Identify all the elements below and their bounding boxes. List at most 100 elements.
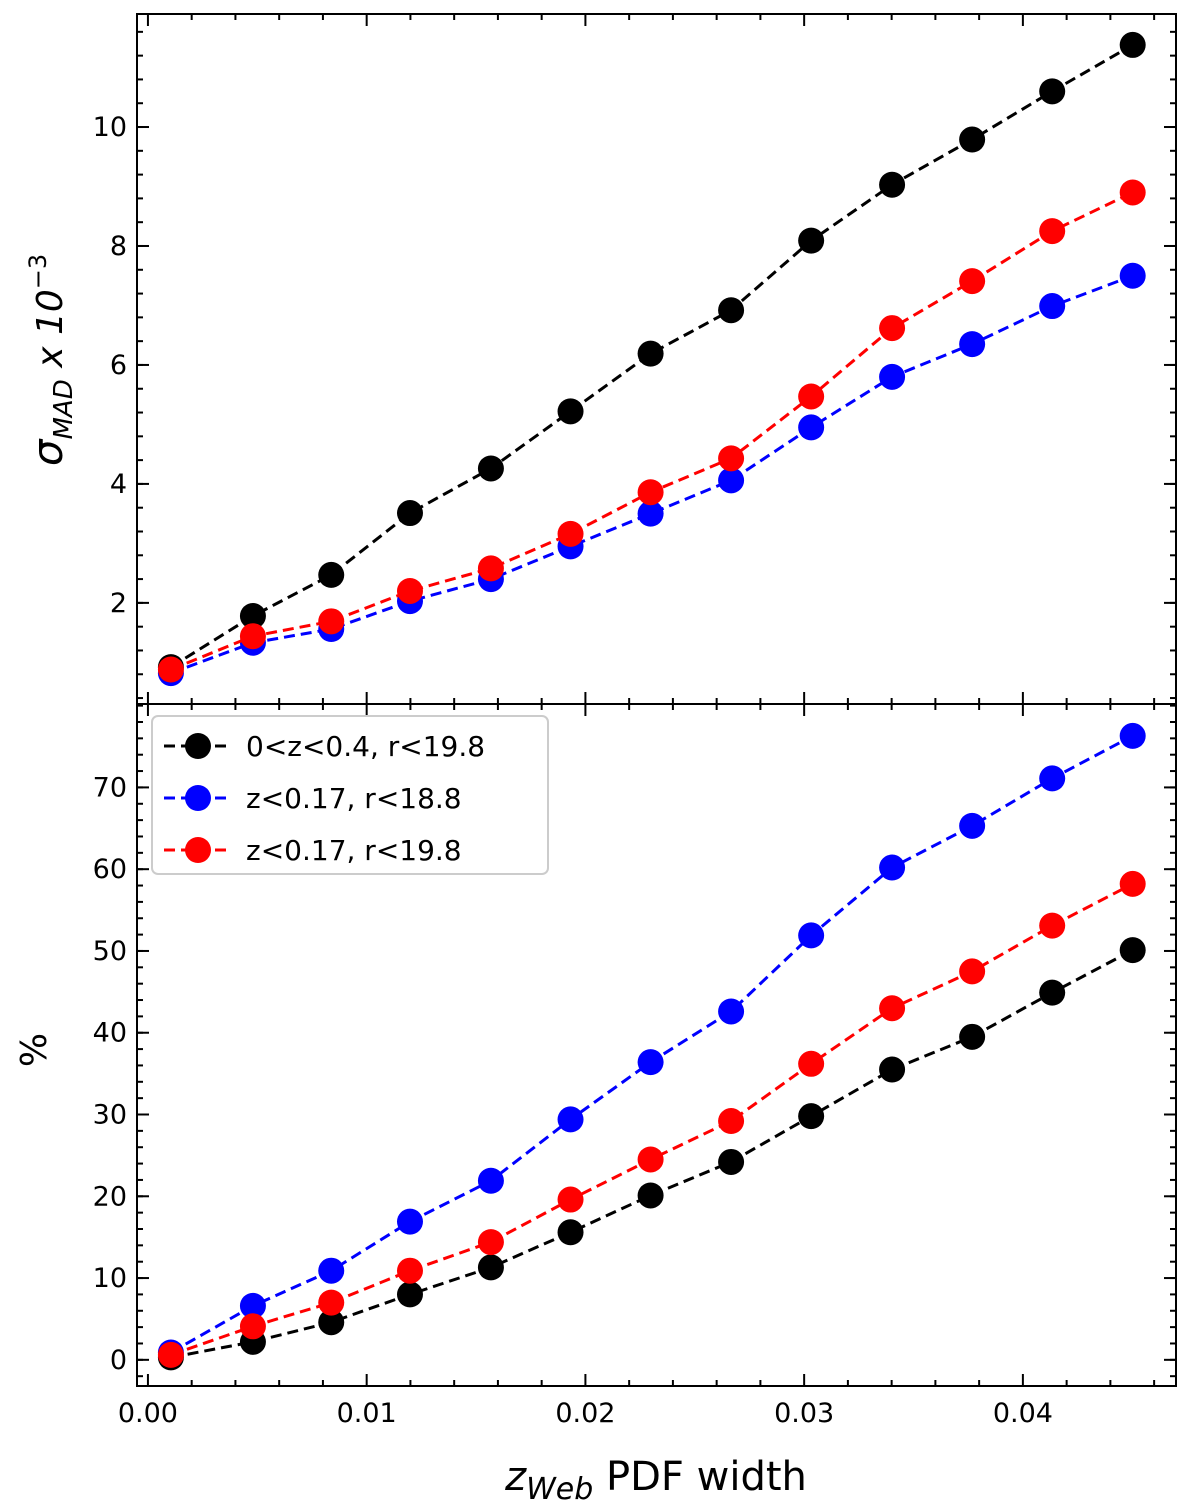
data-point [1039,218,1066,245]
data-point [718,1148,745,1175]
data-point [959,268,986,295]
data-point [718,1108,745,1135]
legend-label: z<0.17, r<19.8 [246,834,462,867]
data-point [637,1146,664,1173]
y-tick-label: 30 [93,1100,127,1131]
data-point [637,1049,664,1076]
data-point [157,1341,184,1368]
y-tick-label: 10 [93,1263,127,1294]
y-tick-label: 4 [110,469,127,500]
data-point [718,998,745,1025]
legend-marker [185,785,211,811]
data-point [718,445,745,472]
data-point [798,1050,825,1077]
data-point [1039,765,1066,792]
data-point [1119,870,1146,897]
bottom-y-axis-label: % [14,1033,55,1067]
y-tick-label: 70 [93,772,127,803]
data-point [1039,912,1066,939]
top-panel-ticks: 2 4 6 8 10 [93,14,1176,704]
x-tick-label: 0.01 [337,1398,397,1429]
y-tick-label: 0 [110,1345,127,1376]
y-tick-label: 20 [93,1181,127,1212]
data-point [239,1292,266,1319]
bottom-panel-series [157,722,1146,1371]
data-point [1039,979,1066,1006]
top-y-axis-label-subscript: MAD [49,379,79,439]
data-point [798,227,825,254]
data-point [396,1208,423,1235]
data-point [879,363,906,390]
legend-box [151,715,549,875]
data-point [318,1309,345,1336]
data-point [318,608,345,635]
data-point [557,398,584,425]
data-point [637,1182,664,1209]
data-point [1039,78,1066,105]
data-point [798,1103,825,1130]
data-point [477,1167,504,1194]
x-axis-label-z: z [504,1454,527,1500]
y-tick-label: 50 [93,936,127,967]
x-axis-label-subscript: Web [526,1472,593,1507]
bottom-panel-ticks: 0.00 0.01 0.02 0.03 0.04 0 10 20 30 40 50 60 70 [93,704,1176,1429]
data-point [959,331,986,358]
data-point [1119,31,1146,58]
data-point [1119,937,1146,964]
data-point [318,561,345,588]
data-point [1119,262,1146,289]
legend-marker [185,733,211,759]
data-point [396,1281,423,1308]
data-point [318,1257,345,1284]
data-point [1039,293,1066,320]
x-axis-label: zWeb PDF width [504,1454,807,1507]
data-point [879,995,906,1022]
data-point [959,1023,986,1050]
data-point [396,1257,423,1284]
top-y-axis-label-sigma: σ [23,438,72,466]
data-point [477,1229,504,1256]
x-tick-label: 0.04 [993,1398,1053,1429]
data-point [239,623,266,650]
data-point [239,602,266,629]
data-point [396,500,423,527]
top-y-axis-label: σMAD x 10−3 [23,254,79,466]
legend-label: 0<z<0.4, r<19.8 [246,730,485,763]
data-point [557,1106,584,1133]
data-point [157,656,184,683]
y-tick-label: 40 [93,1018,127,1049]
data-point [959,812,986,839]
data-point [959,958,986,985]
bottom-panel-frame [136,703,1177,1387]
data-point [477,1254,504,1281]
y-tick-label: 8 [110,231,127,262]
data-point [798,922,825,949]
data-point [1119,722,1146,749]
data-point [477,555,504,582]
data-point [318,1289,345,1316]
data-point [637,479,664,506]
data-point [637,340,664,367]
data-point [557,520,584,547]
y-tick-label: 60 [93,854,127,885]
legend-entries: 0<z<0.4, r<19.8 z<0.17, r<18.8 z<0.17, r<1… [164,730,485,867]
data-point [879,854,906,881]
y-tick-label: 2 [110,588,127,619]
data-point [396,577,423,604]
data-point [637,500,664,527]
y-tick-label: 6 [110,350,127,381]
legend-label: z<0.17, r<18.8 [246,782,462,815]
bottom-panel: 0.00 0.01 0.02 0.03 0.04 0 10 20 30 40 50 60 70 [93,703,1177,1429]
data-point [879,1056,906,1083]
data-point [879,171,906,198]
data-point [557,1219,584,1246]
data-point [718,467,745,494]
data-point [718,297,745,324]
x-tick-label: 0.00 [118,1398,178,1429]
data-point [477,455,504,482]
data-point [798,383,825,410]
data-point [798,414,825,441]
data-point [959,126,986,153]
data-point [879,315,906,342]
